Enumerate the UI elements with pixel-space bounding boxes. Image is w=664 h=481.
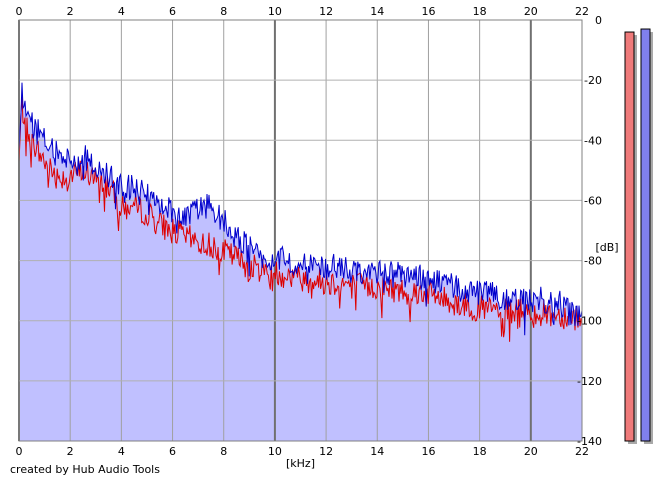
x-tick-label-top: 22 [575,5,589,18]
x-tick-label-bottom: 8 [220,445,227,458]
y-tick-label: -40 [584,134,602,147]
plot-frame [18,19,583,442]
y-tick-label: -120 [577,375,602,388]
y-tick-label: -140 [577,435,602,448]
y-tick-label: 0 [595,14,602,27]
y-tick-label: -20 [584,74,602,87]
x-tick-label-bottom: 14 [370,445,384,458]
x-unit-label: [kHz] [286,457,315,470]
x-tick-label-top: 4 [118,5,125,18]
x-tick-label-bottom: 2 [67,445,74,458]
x-tick-label-bottom: 16 [421,445,435,458]
x-tick-label-bottom: 22 [575,445,589,458]
x-tick-label-top: 20 [524,5,538,18]
series-blue-line [18,82,583,336]
x-tick-label-bottom: 4 [118,445,125,458]
x-tick-label-top: 12 [319,5,333,18]
x-tick-label-bottom: 0 [16,445,23,458]
x-tick-label-top: 14 [370,5,384,18]
spectrum-fill [19,82,582,441]
x-tick-label-top: 8 [220,5,227,18]
y-tick-label: -60 [584,194,602,207]
x-tick-label-top: 6 [169,5,176,18]
level-meter-bar [624,31,635,442]
y-unit-label: [dB] [595,241,618,254]
series-red-line [18,96,583,342]
x-tick-label-bottom: 10 [268,445,282,458]
x-tick-label-top: 16 [421,5,435,18]
x-tick-label-top: 18 [473,5,487,18]
x-tick-label-top: 10 [268,5,282,18]
y-tick-label: -80 [584,255,602,268]
credit-text: created by Hub Audio Tools [10,463,160,476]
x-tick-label-bottom: 6 [169,445,176,458]
x-tick-label-top: 2 [67,5,74,18]
x-tick-label-bottom: 12 [319,445,333,458]
y-tick-label: -100 [577,315,602,328]
x-tick-label-bottom: 18 [473,445,487,458]
level-meter-bar [640,28,651,442]
x-tick-label-bottom: 20 [524,445,538,458]
x-tick-label-top: 0 [16,5,23,18]
